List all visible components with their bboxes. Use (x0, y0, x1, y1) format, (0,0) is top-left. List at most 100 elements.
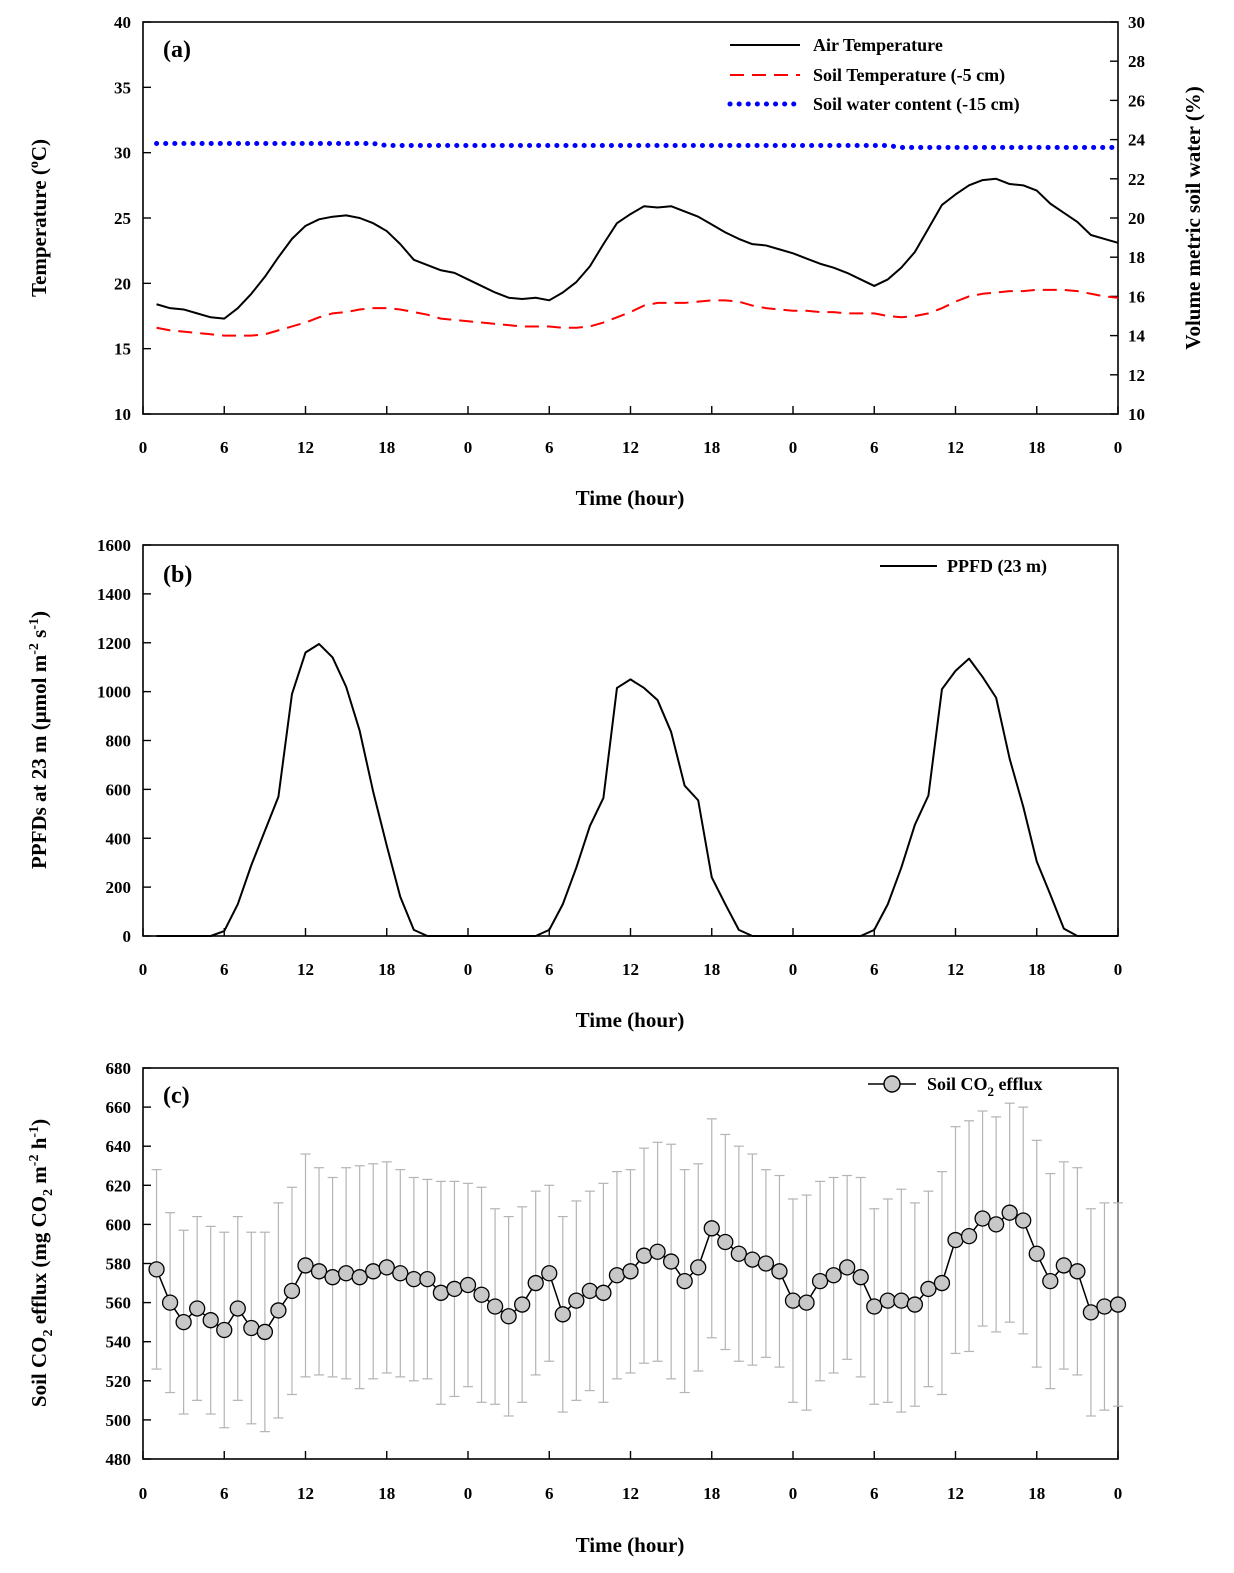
co2-efflux-point (596, 1285, 611, 1300)
co2-efflux-point (325, 1270, 340, 1285)
panel-c-series (149, 1205, 1125, 1339)
x-tick-label: 0 (139, 960, 148, 979)
co2-efflux-point (433, 1285, 448, 1300)
x-tick-label: 0 (464, 1484, 473, 1503)
co2-efflux-point (1029, 1246, 1044, 1261)
panel-a-x-axis-title: Time (hour) (576, 486, 685, 510)
y-tick-label: 1200 (97, 634, 131, 653)
co2-efflux-point (217, 1322, 232, 1337)
air-temperature-line (157, 179, 1118, 319)
co2-efflux-point (1070, 1264, 1085, 1279)
co2-efflux-point (745, 1252, 760, 1267)
x-tick-label: 12 (622, 960, 639, 979)
x-tick-label: 18 (1028, 960, 1045, 979)
y2-tick-label: 22 (1128, 170, 1145, 189)
co2-efflux-point (691, 1260, 706, 1275)
x-tick-label: 18 (378, 1484, 395, 1503)
ppfd-23-m-line (157, 644, 1118, 936)
x-tick-label: 12 (947, 1484, 964, 1503)
co2-efflux-point (284, 1283, 299, 1298)
co2-efflux-point (921, 1281, 936, 1296)
co2-efflux-point (989, 1217, 1004, 1232)
x-tick-label: 0 (464, 960, 473, 979)
y-tick-label: 480 (106, 1450, 132, 1469)
panel-c-y-axis-title: Soil CO2 efflux (mg CO2 m-2 h-1) (27, 1119, 56, 1407)
co2-efflux-point (962, 1229, 977, 1244)
co2-efflux-point (704, 1221, 719, 1236)
x-tick-label: 6 (870, 438, 879, 457)
co2-efflux-point (772, 1264, 787, 1279)
x-tick-label: 12 (622, 438, 639, 457)
co2-efflux-point (569, 1293, 584, 1308)
co2-efflux-point (393, 1266, 408, 1281)
co2-efflux-point (664, 1254, 679, 1269)
co2-efflux-point (677, 1274, 692, 1289)
panel-c-legend: Soil CO2 efflux (868, 1074, 1043, 1099)
co2-efflux-point (799, 1295, 814, 1310)
co2-efflux-point (176, 1315, 191, 1330)
y-tick-label: 1400 (97, 585, 131, 604)
co2-efflux-point (637, 1248, 652, 1263)
y-tick-label: 560 (106, 1294, 132, 1313)
co2-efflux-point (366, 1264, 381, 1279)
y2-tick-label: 18 (1128, 248, 1145, 267)
co2-efflux-point (1016, 1213, 1031, 1228)
x-tick-label: 6 (220, 960, 229, 979)
x-tick-label: 12 (297, 960, 314, 979)
x-tick-label: 12 (297, 1484, 314, 1503)
y2-tick-label: 24 (1128, 131, 1146, 150)
co2-efflux-point (461, 1278, 476, 1293)
panel-a-y2-axis-title: Volume metric soil water (%) (1181, 86, 1205, 350)
y-tick-label: 640 (106, 1137, 132, 1156)
co2-efflux-point (826, 1268, 841, 1283)
co2-efflux-point (1083, 1305, 1098, 1320)
co2-efflux-point (190, 1301, 205, 1316)
co2-efflux-point (718, 1234, 733, 1249)
figure: 10152025303540 1012141618202224262830 06… (0, 0, 1234, 1573)
legend-ppfd-label: PPFD (23 m) (947, 556, 1047, 577)
co2-efflux-point (907, 1297, 922, 1312)
x-tick-label: 0 (1114, 438, 1123, 457)
y-tick-label: 20 (114, 274, 131, 293)
co2-efflux-point (555, 1307, 570, 1322)
x-tick-label: 18 (378, 438, 395, 457)
y-tick-label: 15 (114, 340, 131, 359)
y-tick-label: 600 (106, 1215, 132, 1234)
y2-tick-label: 14 (1128, 327, 1146, 346)
panel-b-x-axis-title: Time (hour) (576, 1008, 685, 1032)
x-tick-label: 0 (1114, 960, 1123, 979)
x-tick-label: 0 (789, 1484, 798, 1503)
co2-efflux-point (203, 1313, 218, 1328)
co2-efflux-point (1043, 1274, 1058, 1289)
co2-efflux-point (880, 1293, 895, 1308)
x-tick-label: 6 (220, 438, 229, 457)
co2-efflux-point (1056, 1258, 1071, 1273)
co2-efflux-point (515, 1297, 530, 1312)
co2-efflux-point (474, 1287, 489, 1302)
y-tick-label: 35 (114, 78, 131, 97)
y-tick-label: 10 (114, 405, 131, 424)
y2-tick-label: 16 (1128, 287, 1145, 306)
co2-efflux-point (379, 1260, 394, 1275)
panel-a-legend: Air Temperature Soil Temperature (-5 cm)… (730, 35, 1020, 115)
panel-c-x-axis-title: Time (hour) (576, 1533, 685, 1557)
y-tick-label: 200 (106, 878, 132, 897)
x-tick-label: 6 (870, 960, 879, 979)
co2-efflux-point (867, 1299, 882, 1314)
legend-co2-swatch-marker (884, 1076, 900, 1092)
co2-efflux-point (542, 1266, 557, 1281)
y-tick-label: 500 (106, 1411, 132, 1430)
panel-b-ppfd-chart: 02004006008001000120014001600 0 6 12 18 0 6 12… (27, 536, 1122, 1032)
co2-efflux-point (840, 1260, 855, 1275)
panel-a-y-axis-title: Temperature (oC) (27, 139, 51, 297)
co2-efflux-point (975, 1211, 990, 1226)
y2-tick-label: 28 (1128, 52, 1145, 71)
x-tick-label: 6 (545, 960, 554, 979)
panel-b-label: (b) (163, 562, 192, 588)
co2-efflux-point (1002, 1205, 1017, 1220)
co2-efflux-point (298, 1258, 313, 1273)
x-tick-label: 6 (545, 1484, 554, 1503)
co2-efflux-point (163, 1295, 178, 1310)
y-tick-label: 540 (106, 1333, 132, 1352)
